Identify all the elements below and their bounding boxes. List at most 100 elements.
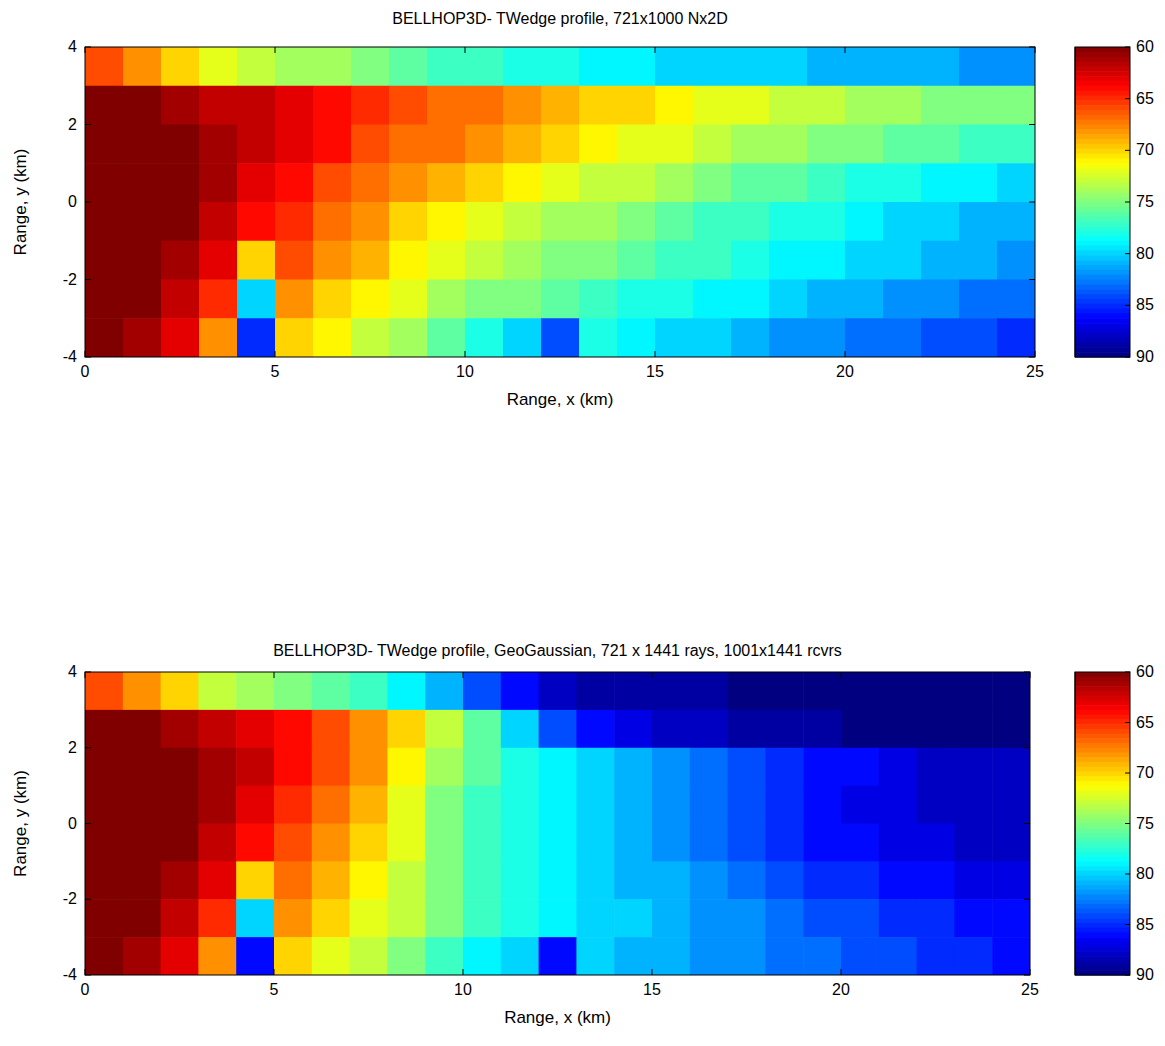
colorbar-swatch [1075,260,1130,265]
cell [123,280,162,319]
cell [655,241,694,280]
colorbar-swatch [1075,284,1130,289]
cell [921,47,960,86]
colorbar-tick-label: 85 [1136,916,1154,933]
cell [652,861,690,899]
cell [879,710,917,748]
colorbar-swatch [1075,100,1130,105]
cell [312,937,350,975]
cell [997,241,1035,280]
cell [690,861,728,899]
colorbar-swatch [1075,885,1130,890]
colorbar-swatch [1075,691,1130,696]
cell [614,937,652,975]
cell [312,861,350,899]
cell [85,710,123,748]
y-tick [1024,823,1030,824]
colorbar-swatch [1075,299,1130,304]
colorbar-swatch [1075,338,1130,343]
cell [539,710,577,748]
cell [845,86,884,125]
y-tick [85,279,91,280]
colorbar-swatch [1075,852,1130,857]
cell [123,163,162,202]
cell [959,202,998,241]
cell [541,202,580,241]
cell [841,899,879,937]
cell [807,280,846,319]
y-tick [85,357,91,358]
x-tick-label: 20 [832,981,850,998]
cell [275,163,314,202]
cell [161,163,200,202]
cell [841,786,879,824]
cell [198,899,236,937]
y-tick [85,202,91,203]
cell [199,280,238,319]
cell [765,824,803,862]
cell [992,786,1030,824]
cell [576,672,614,710]
colorbar-frame [1075,672,1130,975]
cell [617,280,656,319]
cell [917,748,955,786]
cell [123,937,161,975]
panel: 0510152025-4-2024BELLHOP3D- TWedge profi… [11,642,1154,1027]
cell [274,786,312,824]
cell [463,937,501,975]
cell [501,748,539,786]
colorbar-swatch [1075,52,1130,57]
plot-frame [85,47,1035,357]
cell [389,241,428,280]
cell [123,824,161,862]
cell [997,202,1035,241]
colorbar-swatch [1075,183,1130,188]
cell [198,861,236,899]
cell [501,899,539,937]
cell [731,125,770,164]
cell [841,937,879,975]
x-tick [841,969,842,975]
cell [237,163,276,202]
cell [579,163,618,202]
cell [312,786,350,824]
colorbar-swatch [1075,62,1130,67]
colorbar-swatch [1075,231,1130,236]
cell [199,202,238,241]
cell [728,748,766,786]
colorbar-swatch [1075,752,1130,757]
cell [765,748,803,786]
cell [501,786,539,824]
plot-frame [85,672,1030,975]
colorbar-swatch [1075,129,1130,134]
colorbar-swatch [1075,342,1130,347]
colorbar-swatch [1075,178,1130,183]
cell [693,318,732,357]
cell [807,241,846,280]
cell [425,786,463,824]
colorbar-swatch [1075,57,1130,62]
cell [617,163,656,202]
cell [85,748,123,786]
x-tick [85,969,86,975]
cell [236,710,274,748]
cell [959,47,998,86]
colorbar-swatch [1075,880,1130,885]
cell [313,318,352,357]
cell [389,280,428,319]
cell [85,899,123,937]
y-tick-label: 4 [68,663,77,680]
x-tick [655,351,656,357]
y-axis-title: Range, y (km) [11,149,30,256]
cell [85,318,124,357]
cell [503,202,542,241]
x-tick [275,351,276,357]
cell [731,241,770,280]
colorbar-swatch [1075,226,1130,231]
cell [992,861,1030,899]
colorbar-tick [1125,150,1130,151]
y-tick-label: 2 [68,116,77,133]
cell [841,861,879,899]
cell [85,824,123,862]
cell [427,318,466,357]
